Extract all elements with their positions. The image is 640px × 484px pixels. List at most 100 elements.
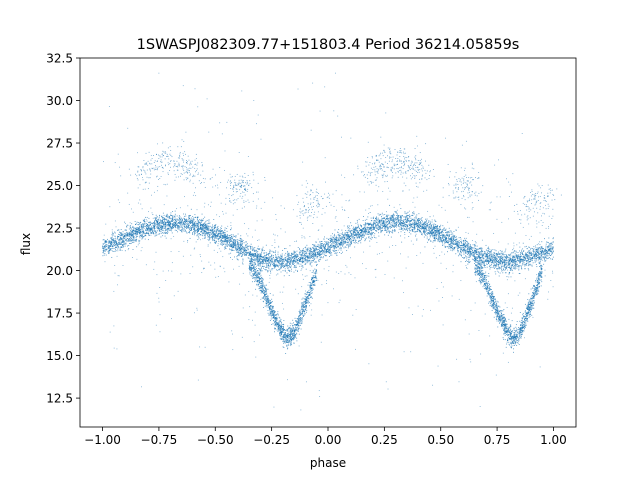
data-point: [522, 263, 524, 264]
data-point: [385, 226, 387, 228]
data-point: [401, 223, 402, 225]
data-point: [426, 219, 428, 221]
data-point: [162, 235, 164, 237]
data-point: [136, 229, 138, 231]
data-point: [535, 247, 537, 249]
data-point: [322, 250, 324, 252]
data-point: [381, 212, 383, 214]
data-point: [171, 230, 173, 232]
data-point: [211, 236, 213, 238]
data-point: [305, 246, 307, 248]
data-point: [354, 234, 356, 235]
data-point: [116, 243, 118, 245]
data-point: [346, 235, 348, 237]
data-point: [211, 236, 212, 238]
data-point: [532, 260, 533, 262]
data-point: [436, 229, 438, 231]
data-point: [247, 245, 249, 247]
data-point: [146, 216, 148, 218]
data-point: [283, 258, 284, 260]
data-point: [518, 258, 520, 260]
data-point: [424, 223, 426, 225]
data-point: [187, 240, 189, 242]
data-point: [192, 226, 194, 228]
data-point: [129, 238, 131, 240]
data-point: [185, 220, 187, 222]
data-point: [487, 256, 489, 258]
data-point: [209, 238, 210, 240]
data-point: [277, 255, 279, 257]
data-point: [462, 249, 464, 251]
data-point: [233, 235, 235, 237]
data-point: [330, 244, 332, 246]
data-point: [216, 240, 217, 242]
data-point: [270, 270, 271, 272]
data-point: [497, 254, 499, 256]
data-point: [287, 261, 289, 263]
data-point: [533, 246, 535, 248]
data-point: [205, 220, 207, 222]
data-point: [462, 246, 464, 248]
data-point: [426, 232, 428, 234]
data-point: [257, 262, 258, 264]
data-point: [316, 256, 318, 258]
data-point: [478, 261, 480, 263]
data-point: [130, 239, 132, 241]
data-point: [463, 249, 465, 250]
data-point: [483, 251, 485, 253]
data-point: [220, 230, 222, 232]
data-point: [456, 236, 457, 238]
data-point: [242, 263, 244, 265]
data-point: [261, 250, 263, 252]
data-point: [225, 239, 227, 241]
data-point: [492, 249, 494, 251]
data-point: [511, 265, 513, 267]
data-point: [492, 256, 494, 258]
data-point: [536, 253, 537, 255]
data-point: [390, 217, 392, 219]
data-point: [547, 258, 549, 260]
data-point: [130, 236, 132, 238]
data-point: [519, 250, 520, 252]
data-point: [140, 225, 142, 227]
data-point: [163, 214, 165, 216]
data-point: [207, 235, 209, 236]
data-point: [134, 228, 136, 229]
data-point: [352, 239, 354, 241]
data-point: [185, 215, 187, 217]
data-point: [425, 225, 427, 227]
data-point: [469, 256, 471, 258]
data-point: [107, 245, 109, 247]
data-point: [185, 224, 187, 226]
data-point: [289, 263, 291, 265]
data-point: [512, 260, 514, 262]
data-point: [291, 259, 292, 261]
data-point: [514, 265, 516, 267]
data-point: [326, 243, 328, 245]
data-point: [449, 233, 451, 235]
data-point: [428, 227, 429, 229]
data-point: [347, 232, 348, 234]
data-point: [349, 231, 351, 233]
data-point: [331, 233, 333, 235]
data-point: [394, 225, 396, 227]
data-point: [381, 225, 383, 227]
data-point: [449, 240, 451, 242]
data-point: [316, 252, 318, 254]
data-point: [406, 219, 408, 221]
data-point: [137, 229, 139, 230]
data-point: [163, 217, 165, 219]
data-point: [109, 249, 111, 251]
data-point: [194, 225, 196, 227]
data-point: [229, 240, 230, 242]
data-point: [463, 240, 465, 242]
data-point: [326, 237, 328, 239]
data-point: [202, 235, 204, 237]
data-point: [329, 242, 331, 244]
data-point: [524, 253, 526, 255]
data-point: [525, 254, 527, 255]
data-point: [355, 236, 357, 238]
data-point: [521, 268, 523, 270]
data-point: [281, 258, 282, 260]
data-point: [295, 261, 297, 263]
